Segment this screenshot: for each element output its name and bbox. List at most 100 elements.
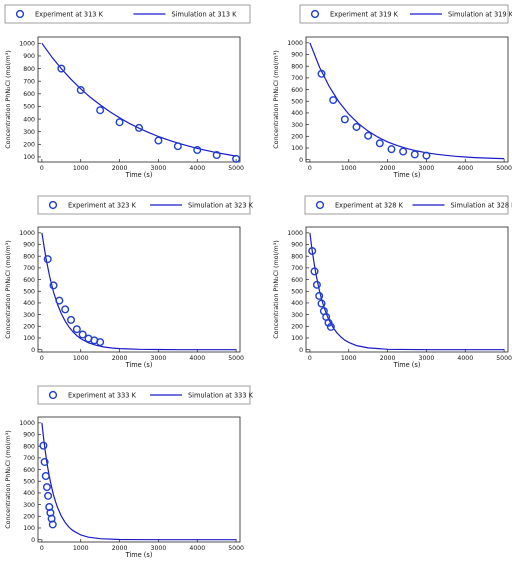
y-tick-label: 300 [291, 122, 303, 129]
x-tick-label: 5000 [496, 355, 512, 362]
x-tick-label: 1000 [341, 165, 357, 172]
y-tick-label: 500 [291, 288, 303, 295]
simulation-line [310, 43, 504, 159]
legend-label-experiment: Experiment at 313 K [35, 11, 104, 19]
chart-4: Experiment at 328 K Simulation at 328 K 0 1… [272, 196, 512, 369]
y-tick-label: 100 [291, 335, 303, 342]
legend-label-experiment: Experiment at 323 K [68, 202, 137, 210]
x-tick-label: 3000 [419, 165, 435, 172]
experiment-point [45, 493, 52, 500]
x-tick-label: 1000 [341, 355, 357, 362]
x-axis-label: Time (s) [125, 171, 153, 179]
experiment-point [388, 146, 395, 153]
y-tick-label: 300 [23, 502, 35, 509]
y-tick-label: 300 [291, 312, 303, 319]
experiment-point [194, 147, 201, 154]
y-tick-label: 500 [23, 288, 35, 295]
x-tick-label: 1000 [73, 355, 89, 362]
y-tick-label: 500 [23, 104, 35, 111]
y-tick-label: 200 [23, 323, 35, 330]
experiment-point [40, 442, 47, 449]
simulation-line [42, 423, 236, 540]
x-tick-label: 0 [40, 355, 44, 362]
y-tick-label: 800 [23, 443, 35, 450]
legend-label-simulation: Simulation at 319 K [448, 11, 512, 19]
experiment-point [68, 317, 75, 324]
experiment-point [330, 97, 337, 104]
y-tick-label: 900 [23, 432, 35, 439]
experiment-point [74, 326, 81, 333]
x-tick-label: 3000 [151, 545, 167, 552]
y-tick-label: 700 [23, 265, 35, 272]
y-tick-label: 0 [31, 537, 35, 544]
x-axis-label: Time (s) [125, 361, 153, 369]
y-tick-label: 1000 [19, 41, 35, 48]
y-tick-label: 400 [291, 110, 303, 117]
y-tick-label: 400 [23, 116, 35, 123]
y-tick-label: 200 [291, 133, 303, 140]
legend-label-experiment: Experiment at 333 K [68, 392, 137, 400]
experiment-point [342, 116, 349, 123]
y-axis-label: Concentration PhN₂Cl (mol/m³) [272, 240, 280, 339]
y-tick-label: 300 [23, 129, 35, 136]
simulation-line [310, 233, 504, 350]
y-tick-label: 700 [23, 78, 35, 85]
y-tick-label: 1000 [287, 230, 303, 237]
x-tick-label: 1000 [73, 545, 89, 552]
legend-label-simulation: Simulation at 313 K [172, 11, 238, 19]
y-tick-label: 100 [23, 525, 35, 532]
experiment-point [50, 282, 57, 289]
y-tick-label: 700 [23, 455, 35, 462]
x-tick-label: 4000 [457, 165, 473, 172]
y-tick-label: 1000 [19, 230, 35, 237]
x-tick-label: 4000 [189, 355, 205, 362]
experiment-point [316, 293, 323, 300]
legend-label-simulation: Simulation at 323 K [188, 202, 254, 210]
plot-frame [38, 37, 240, 162]
experiment-point [77, 87, 84, 94]
y-tick-label: 400 [23, 490, 35, 497]
x-tick-label: 0 [40, 165, 44, 172]
experiment-point [56, 297, 63, 304]
y-tick-label: 900 [291, 52, 303, 59]
experiment-point [400, 148, 407, 155]
x-tick-label: 1000 [73, 165, 89, 172]
x-tick-label: 5000 [228, 355, 244, 362]
x-tick-label: 0 [40, 545, 44, 552]
y-tick-label: 0 [299, 347, 303, 354]
y-tick-label: 800 [291, 253, 303, 260]
plot-frame [306, 227, 508, 352]
x-tick-label: 4000 [189, 165, 205, 172]
simulation-line [42, 43, 236, 156]
y-tick-label: 400 [291, 300, 303, 307]
y-tick-label: 0 [31, 347, 35, 354]
y-tick-label: 800 [23, 253, 35, 260]
x-tick-label: 4000 [189, 545, 205, 552]
legend-label-experiment: Experiment at 328 K [335, 202, 404, 210]
y-tick-label: 800 [291, 63, 303, 70]
y-tick-label: 600 [291, 87, 303, 94]
experiment-point [377, 140, 384, 147]
x-axis-label: Time (s) [393, 171, 421, 179]
y-tick-label: 100 [23, 335, 35, 342]
y-tick-label: 600 [23, 91, 35, 98]
y-tick-label: 200 [23, 513, 35, 520]
x-tick-label: 5000 [496, 165, 512, 172]
y-axis-label: Concentration PhN₂Cl (mol/m³) [4, 50, 12, 149]
x-tick-label: 4000 [457, 355, 473, 362]
experiment-point [155, 137, 162, 144]
y-tick-label: 800 [23, 66, 35, 73]
experiment-point [116, 119, 123, 126]
experiment-point [353, 124, 360, 131]
y-axis-label: Concentration PhN₂Cl (mol/m³) [4, 240, 12, 339]
x-tick-label: 0 [308, 355, 312, 362]
legend-label-simulation: Simulation at 328 K [451, 202, 512, 210]
y-tick-label: 1000 [287, 40, 303, 47]
x-tick-label: 5000 [228, 545, 244, 552]
y-tick-label: 600 [291, 277, 303, 284]
x-tick-label: 3000 [151, 165, 167, 172]
y-tick-label: 200 [23, 142, 35, 149]
experiment-point [175, 143, 182, 150]
legend-label-experiment: Experiment at 319 K [330, 11, 399, 19]
